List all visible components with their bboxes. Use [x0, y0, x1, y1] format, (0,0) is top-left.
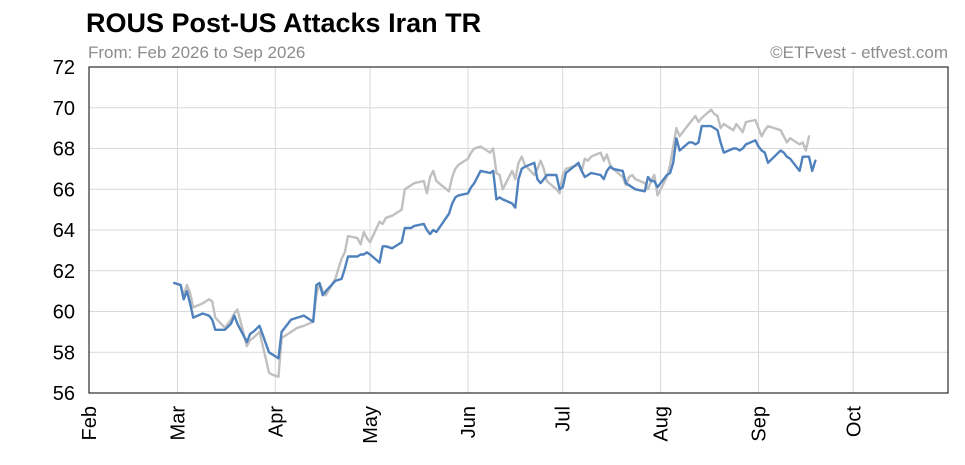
x-tick-label: May	[360, 406, 382, 444]
x-tick-label: Aug	[651, 406, 673, 442]
plot-frame	[88, 66, 949, 394]
chart-title: ROUS Post-US Attacks Iran TR	[86, 8, 481, 38]
y-tick-label: 66	[53, 179, 75, 201]
x-tick-label: Sep	[749, 406, 771, 442]
y-tick-label: 72	[53, 57, 75, 79]
y-tick-label: 58	[53, 342, 75, 364]
y-tick-label: 60	[53, 302, 75, 324]
series-layer	[173, 108, 817, 378]
x-tick-label: Apr	[265, 406, 287, 437]
y-tick-label: 62	[53, 261, 75, 283]
series-line-1	[173, 108, 811, 378]
x-tick-label: Feb	[79, 406, 101, 440]
y-tick-label: 56	[53, 383, 75, 405]
x-tick-label: Jul	[553, 406, 575, 432]
y-axis-tick-labels: 56 58 60 62 64 66 68 70 72	[53, 57, 75, 405]
chart-credit: ©ETFvest - etfvest.com	[770, 43, 948, 62]
y-tick-label: 64	[53, 220, 75, 242]
series-line-2	[173, 124, 817, 360]
x-tick-label: Jun	[458, 406, 480, 438]
x-tick-label: Oct	[843, 406, 865, 438]
y-tick-label: 70	[53, 98, 75, 120]
x-axis-tick-labels: Feb Mar Apr May Jun Jul Aug Sep Oct	[79, 406, 865, 444]
x-tick-label: Mar	[167, 406, 189, 441]
y-tick-label: 68	[53, 139, 75, 161]
chart-subtitle: From: Feb 2026 to Sep 2026	[88, 43, 305, 62]
y-gridlines	[89, 66, 948, 394]
